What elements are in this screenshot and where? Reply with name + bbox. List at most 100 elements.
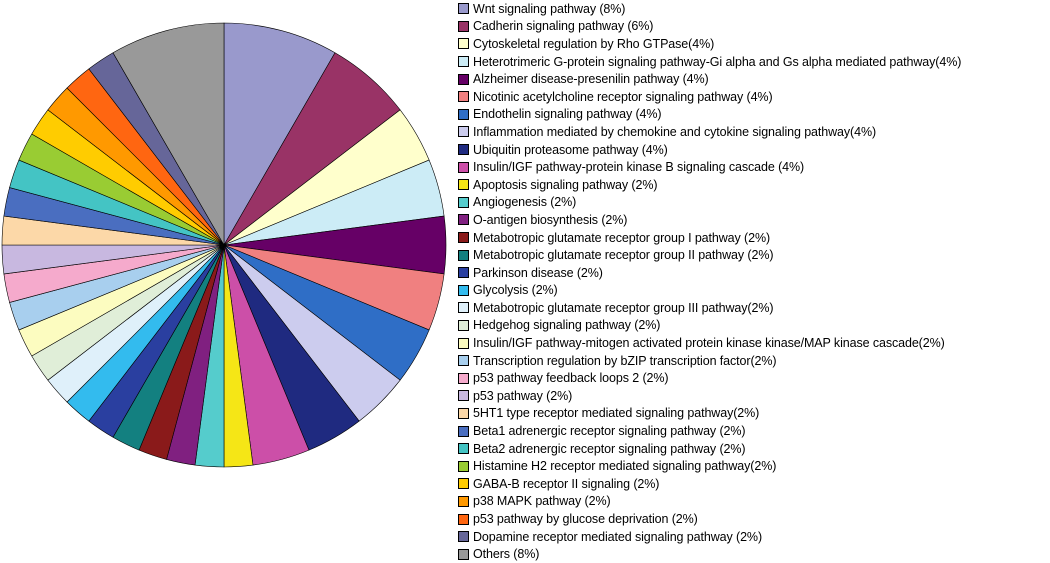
legend-item: Hedgehog signaling pathway (2%) bbox=[458, 317, 1048, 335]
legend-item: Beta1 adrenergic receptor signaling path… bbox=[458, 422, 1048, 440]
legend-item: Alzheimer disease-presenilin pathway (4%… bbox=[458, 70, 1048, 88]
legend-swatch bbox=[458, 407, 469, 419]
legend-label: Metabotropic glutamate receptor group I … bbox=[473, 230, 771, 245]
legend-item: Transcription regulation by bZIP transcr… bbox=[458, 352, 1048, 370]
legend-swatch bbox=[458, 144, 469, 156]
legend-swatch bbox=[458, 179, 469, 191]
legend-swatch bbox=[458, 267, 469, 279]
pie-svg bbox=[1, 22, 447, 468]
legend-item: Glycolysis (2%) bbox=[458, 282, 1048, 300]
legend-label: Cytoskeletal regulation by Rho GTPase(4%… bbox=[473, 36, 715, 51]
legend-swatch bbox=[458, 425, 469, 437]
legend-item: Parkinson disease (2%) bbox=[458, 264, 1048, 282]
legend-item: Cytoskeletal regulation by Rho GTPase(4%… bbox=[458, 35, 1048, 53]
legend-label: 5HT1 type receptor mediated signaling pa… bbox=[473, 406, 760, 421]
legend-label: Insulin/IGF pathway-protein kinase B sig… bbox=[473, 160, 805, 175]
legend-swatch bbox=[458, 91, 469, 103]
legend-item: Metabotropic glutamate receptor group II… bbox=[458, 299, 1048, 317]
legend-item: Dopamine receptor mediated signaling pat… bbox=[458, 528, 1048, 546]
legend-item: p53 pathway (2%) bbox=[458, 387, 1048, 405]
pie-chart bbox=[0, 0, 450, 540]
legend-label: Metabotropic glutamate receptor group II… bbox=[473, 248, 774, 263]
legend-swatch bbox=[458, 548, 469, 560]
legend-label: p38 MAPK pathway (2%) bbox=[473, 494, 611, 509]
legend-item: Insulin/IGF pathway-protein kinase B sig… bbox=[458, 158, 1048, 176]
legend-swatch bbox=[458, 214, 469, 226]
legend-label: Angiogenesis (2%) bbox=[473, 195, 577, 210]
legend-item: Insulin/IGF pathway-mitogen activated pr… bbox=[458, 334, 1048, 352]
legend-label: Hedgehog signaling pathway (2%) bbox=[473, 318, 661, 333]
legend-label: Parkinson disease (2%) bbox=[473, 265, 603, 280]
legend-swatch bbox=[458, 56, 469, 68]
legend-item: Metabotropic glutamate receptor group II… bbox=[458, 246, 1048, 264]
legend-swatch bbox=[458, 284, 469, 296]
legend-swatch bbox=[458, 460, 469, 472]
legend-item: 5HT1 type receptor mediated signaling pa… bbox=[458, 405, 1048, 423]
legend-item: p38 MAPK pathway (2%) bbox=[458, 493, 1048, 511]
legend-swatch bbox=[458, 73, 469, 85]
legend-label: Cadherin signaling pathway (6%) bbox=[473, 19, 654, 34]
legend-label: Metabotropic glutamate receptor group II… bbox=[473, 300, 774, 315]
legend-item: Ubiquitin proteasome pathway (4%) bbox=[458, 141, 1048, 159]
legend-item: Inflammation mediated by chemokine and c… bbox=[458, 123, 1048, 141]
legend-item: Cadherin signaling pathway (6%) bbox=[458, 18, 1048, 36]
legend-swatch bbox=[458, 126, 469, 138]
legend-swatch bbox=[458, 337, 469, 349]
legend-label: Others (8%) bbox=[473, 547, 540, 562]
legend-swatch bbox=[458, 196, 469, 208]
pie-slice-0 bbox=[223, 22, 336, 247]
legend-label: Glycolysis (2%) bbox=[473, 283, 558, 298]
legend-item: Nicotinic acetylcholine receptor signali… bbox=[458, 88, 1048, 106]
legend-swatch bbox=[458, 372, 469, 384]
legend-swatch bbox=[458, 3, 469, 15]
legend-label: Nicotinic acetylcholine receptor signali… bbox=[473, 89, 773, 104]
legend-label: Beta2 adrenergic receptor signaling path… bbox=[473, 441, 746, 456]
legend-label: Insulin/IGF pathway-mitogen activated pr… bbox=[473, 336, 945, 351]
legend-item: Metabotropic glutamate receptor group I … bbox=[458, 229, 1048, 247]
legend-label: p53 pathway by glucose deprivation (2%) bbox=[473, 512, 698, 527]
legend-swatch bbox=[458, 513, 469, 525]
legend-item: Others (8%) bbox=[458, 545, 1048, 563]
legend-swatch bbox=[458, 249, 469, 261]
pie-slice-31 bbox=[112, 22, 225, 247]
legend-item: Heterotrimeric G-protein signaling pathw… bbox=[458, 53, 1048, 71]
legend-label: Inflammation mediated by chemokine and c… bbox=[473, 124, 877, 139]
legend-item: p53 pathway by glucose deprivation (2%) bbox=[458, 510, 1048, 528]
legend-label: Beta1 adrenergic receptor signaling path… bbox=[473, 424, 746, 439]
legend-item: Endothelin signaling pathway (4%) bbox=[458, 106, 1048, 124]
legend-swatch bbox=[458, 38, 469, 50]
legend-swatch bbox=[458, 531, 469, 543]
legend-label: Ubiquitin proteasome pathway (4%) bbox=[473, 142, 668, 157]
legend-label: Heterotrimeric G-protein signaling pathw… bbox=[473, 54, 962, 69]
legend-swatch bbox=[458, 20, 469, 32]
legend: Wnt signaling pathway (8%) Cadherin signa… bbox=[458, 0, 1048, 563]
legend-item: Apoptosis signaling pathway (2%) bbox=[458, 176, 1048, 194]
legend-item: Beta2 adrenergic receptor signaling path… bbox=[458, 440, 1048, 458]
legend-label: Transcription regulation by bZIP transcr… bbox=[473, 353, 777, 368]
legend-label: Dopamine receptor mediated signaling pat… bbox=[473, 529, 763, 544]
legend-swatch bbox=[458, 319, 469, 331]
legend-swatch bbox=[458, 302, 469, 314]
legend-swatch bbox=[458, 232, 469, 244]
legend-swatch bbox=[458, 390, 469, 402]
legend-swatch bbox=[458, 161, 469, 173]
legend-label: Alzheimer disease-presenilin pathway (4%… bbox=[473, 72, 709, 87]
legend-label: Apoptosis signaling pathway (2%) bbox=[473, 177, 658, 192]
legend-swatch bbox=[458, 478, 469, 490]
legend-label: p53 pathway (2%) bbox=[473, 388, 573, 403]
legend-swatch bbox=[458, 355, 469, 367]
legend-item: Histamine H2 receptor mediated signaling… bbox=[458, 457, 1048, 475]
legend-swatch bbox=[458, 443, 469, 455]
legend-item: p53 pathway feedback loops 2 (2%) bbox=[458, 369, 1048, 387]
legend-label: O-antigen biosynthesis (2%) bbox=[473, 212, 628, 227]
legend-label: p53 pathway feedback loops 2 (2%) bbox=[473, 371, 669, 386]
legend-swatch bbox=[458, 495, 469, 507]
legend-label: Wnt signaling pathway (8%) bbox=[473, 1, 626, 16]
legend-item: O-antigen biosynthesis (2%) bbox=[458, 211, 1048, 229]
legend-label: Histamine H2 receptor mediated signaling… bbox=[473, 459, 777, 474]
legend-label: GABA-B receptor II signaling (2%) bbox=[473, 476, 660, 491]
legend-item: Wnt signaling pathway (8%) bbox=[458, 0, 1048, 18]
legend-label: Endothelin signaling pathway (4%) bbox=[473, 107, 662, 122]
legend-swatch bbox=[458, 108, 469, 120]
legend-item: Angiogenesis (2%) bbox=[458, 194, 1048, 212]
